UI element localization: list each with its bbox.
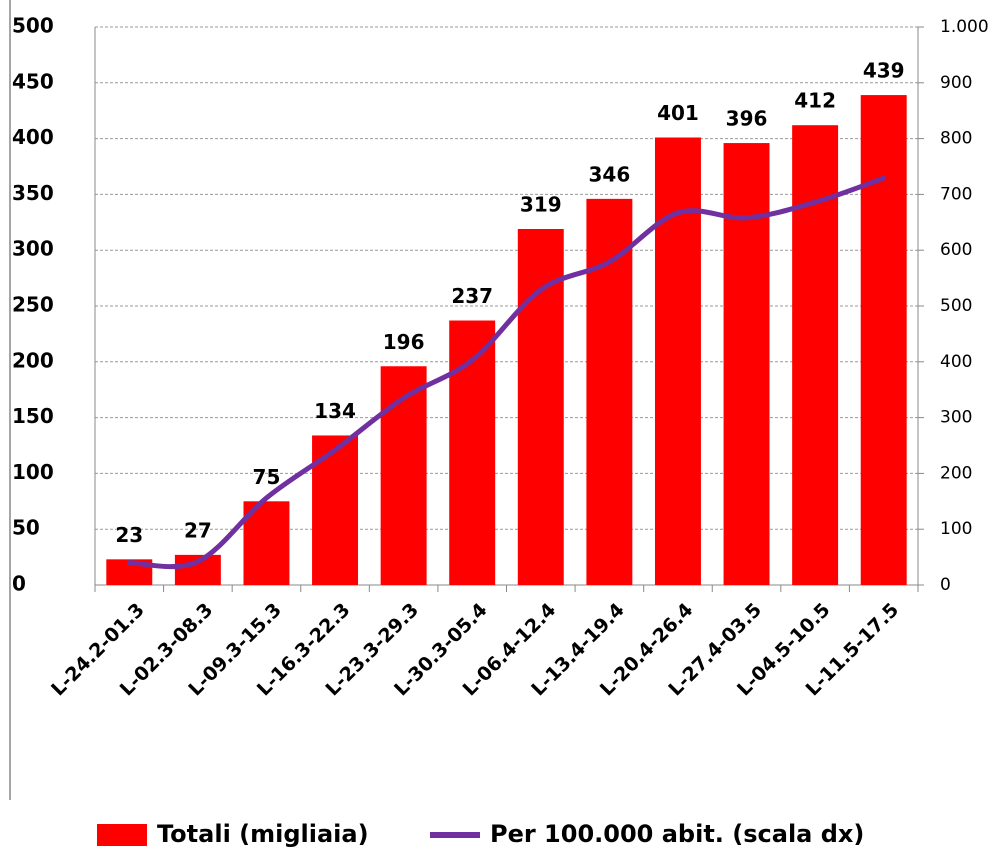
y-tick-label: 250: [12, 293, 54, 317]
y-tick-label: 150: [12, 404, 54, 428]
bar: [860, 95, 907, 586]
value-label: 75: [253, 465, 281, 489]
bar: [312, 435, 359, 585]
bar: [723, 143, 770, 585]
y2-tick-label: 100: [940, 519, 972, 539]
value-label: 412: [794, 89, 836, 113]
bar: [449, 320, 496, 585]
y2-tick-label: 300: [940, 408, 972, 428]
value-label: 196: [383, 330, 425, 354]
bar: [586, 198, 633, 585]
y2-tick-label: 1.000: [940, 17, 989, 37]
value-label: 396: [726, 107, 768, 131]
value-label: 346: [589, 162, 631, 186]
y-tick-label: 350: [12, 181, 54, 205]
legend-label: Totali (migliaia): [157, 820, 369, 848]
y-tick-label: 500: [12, 14, 54, 38]
y2-tick-label: 600: [940, 240, 972, 260]
value-label: 237: [451, 284, 493, 308]
y2-tick-label: 200: [940, 463, 972, 483]
y2-tick-label: 0: [940, 575, 951, 595]
value-label: 401: [657, 101, 699, 125]
legend-swatch: [97, 824, 147, 846]
value-label: 134: [314, 399, 356, 423]
value-label: 319: [520, 192, 562, 216]
y2-tick-label: 800: [940, 129, 972, 149]
y-tick-label: 0: [12, 572, 26, 596]
y2-tick-label: 700: [940, 184, 972, 204]
y-tick-label: 400: [12, 125, 54, 149]
y2-tick-label: 400: [940, 352, 972, 372]
y-tick-label: 200: [12, 348, 54, 372]
y-tick-label: 100: [12, 460, 54, 484]
y2-tick-label: 900: [940, 73, 972, 93]
value-label: 27: [184, 518, 212, 542]
y-tick-label: 50: [12, 516, 40, 540]
y-tick-label: 450: [12, 69, 54, 93]
value-label: 23: [115, 523, 143, 547]
value-label: 439: [863, 59, 905, 83]
line: [126, 175, 887, 570]
y2-tick-label: 500: [940, 296, 972, 316]
bar: [654, 137, 701, 585]
legend-label: Per 100.000 abit. (scala dx): [490, 820, 864, 848]
bar: [380, 366, 427, 585]
y-tick-label: 300: [12, 237, 54, 261]
bar: [792, 125, 839, 585]
